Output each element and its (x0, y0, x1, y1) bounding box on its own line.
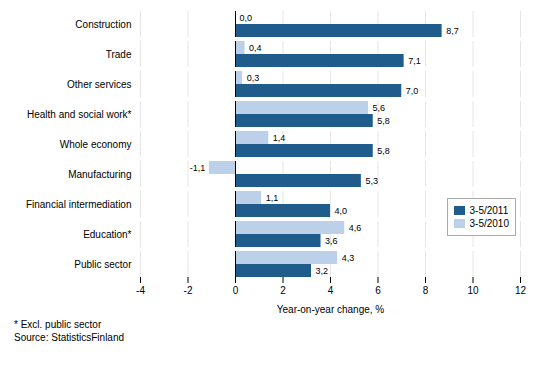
svg-text:0,3: 0,3 (247, 73, 260, 83)
svg-text:1,4: 1,4 (273, 133, 286, 143)
svg-text:Education*: Education* (83, 229, 131, 240)
svg-text:-4: -4 (136, 285, 145, 296)
svg-text:4: 4 (328, 285, 334, 296)
svg-text:5,8: 5,8 (377, 146, 390, 156)
svg-text:-1,1: -1,1 (190, 163, 206, 173)
svg-text:Trade: Trade (106, 49, 132, 60)
svg-text:Manufacturing: Manufacturing (68, 169, 131, 180)
svg-text:4,3: 4,3 (342, 253, 355, 263)
html-text:Source: StatisticsFinland: Source: StatisticsFinland (14, 332, 125, 343)
svg-text:1,1: 1,1 (266, 193, 279, 203)
svg-text:Financial intermediation: Financial intermediation (26, 199, 132, 210)
svg-text:Construction: Construction (75, 19, 131, 30)
svg-text:2: 2 (280, 285, 286, 296)
svg-text:10: 10 (467, 285, 479, 296)
svg-text:8,7: 8,7 (446, 26, 459, 36)
svg-text:12: 12 (515, 285, 527, 296)
svg-text:7,1: 7,1 (408, 56, 421, 66)
svg-text:Other services: Other services (67, 79, 131, 90)
html-text:3-5/2010: 3-5/2010 (469, 218, 509, 229)
svg-text:Whole economy: Whole economy (60, 139, 132, 150)
svg-text:-2: -2 (184, 285, 193, 296)
svg-text:7,0: 7,0 (406, 86, 419, 96)
svg-text:4,6: 4,6 (349, 223, 362, 233)
svg-text:Health and social work*: Health and social work* (27, 109, 132, 120)
svg-text:Year-on-year change, %: Year-on-year change, % (277, 304, 385, 315)
svg-text:Public sector: Public sector (74, 259, 132, 270)
svg-text:4,0: 4,0 (335, 206, 348, 216)
svg-text:3,2: 3,2 (316, 266, 329, 276)
svg-text:5,8: 5,8 (377, 116, 390, 126)
svg-text:5,3: 5,3 (365, 176, 378, 186)
svg-text:0: 0 (233, 285, 239, 296)
svg-text:5,6: 5,6 (373, 103, 386, 113)
html-text:3-5/2011: 3-5/2011 (469, 205, 509, 216)
svg-text:6: 6 (375, 285, 381, 296)
svg-text:8: 8 (423, 285, 429, 296)
svg-text:0,0: 0,0 (240, 13, 253, 23)
svg-text:3,6: 3,6 (325, 236, 338, 246)
html-text:* Excl. public sector: * Excl. public sector (14, 319, 102, 330)
svg-text:0,4: 0,4 (249, 43, 262, 53)
